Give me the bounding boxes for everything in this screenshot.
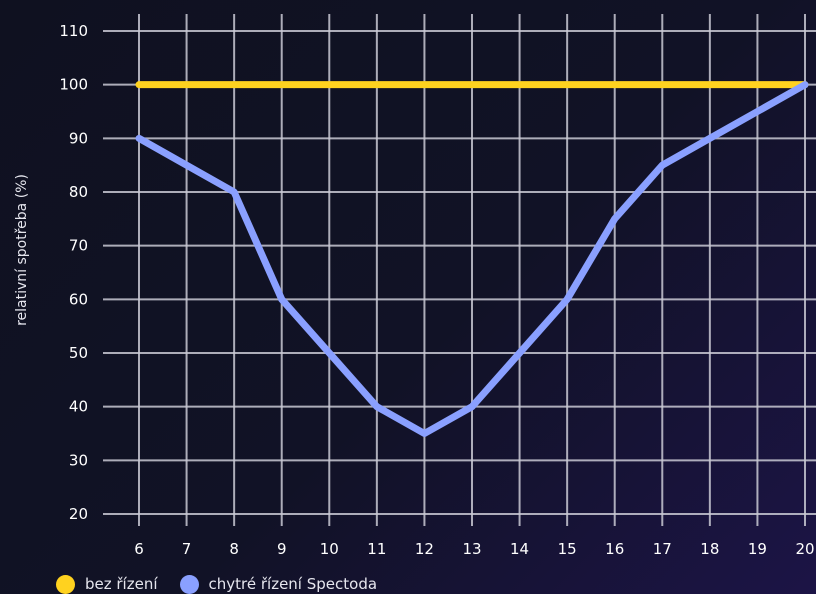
x-tick-label: 12 [415,540,434,558]
x-tick-labels: 6 7 8 9 10 11 12 13 14 15 16 17 18 19 20 [134,540,814,558]
x-tick-label: 13 [462,540,481,558]
y-tick-label: 100 [59,76,88,94]
legend-item-bez-rizeni: bez řízení [56,574,158,594]
y-tick-label: 80 [69,183,88,201]
legend-item-spectoda: chytré řízení Spectoda [179,574,378,594]
y-axis-label: relativní spotřeba (%) [14,174,30,326]
y-tick-label: 70 [69,237,88,255]
x-tick-label: 20 [795,540,814,558]
y-tick-label: 60 [69,290,88,308]
y-tick-label: 110 [59,22,88,40]
y-tick-label: 20 [69,505,88,523]
x-tick-label: 8 [229,540,239,558]
series-lines [135,81,809,437]
x-tick-label: 16 [605,540,624,558]
legend-label: chytré řízení Spectoda [208,575,378,593]
x-tick-label: 15 [558,540,577,558]
x-tick-label: 11 [367,540,386,558]
legend: bez řízení chytré řízení Spectoda [56,574,377,594]
y-tick-labels: 20 30 40 50 60 70 80 90 100 110 [59,22,88,523]
legend-swatch-yellow [56,574,75,594]
x-tick-label: 19 [748,540,767,558]
y-tick-label: 90 [69,129,88,147]
legend-label: bez řízení [85,575,158,593]
y-tick-label: 30 [69,451,88,469]
series-line-1 [135,81,809,437]
x-tick-label: 14 [510,540,529,558]
legend-swatch-blue [179,574,199,594]
x-tick-label: 6 [134,540,144,558]
x-tick-label: 9 [277,540,287,558]
y-tick-label: 40 [69,398,88,416]
x-tick-label: 7 [182,540,192,558]
x-tick-label: 18 [700,540,719,558]
y-tick-label: 50 [69,344,88,362]
grid [103,14,816,526]
x-tick-label: 10 [320,540,339,558]
x-tick-label: 17 [653,540,672,558]
